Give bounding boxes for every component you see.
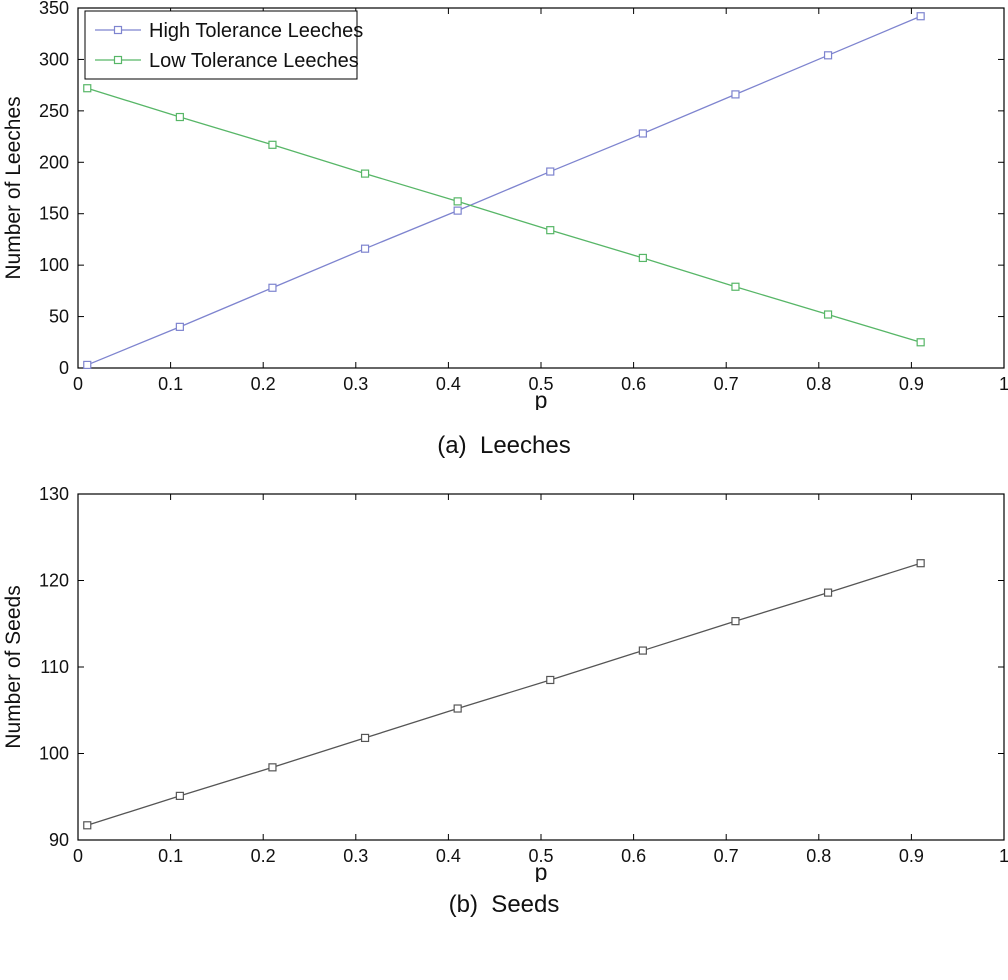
data-marker: [823, 588, 833, 597]
caption-a: (a) Leeches: [437, 432, 571, 459]
x-tick-label: 0.2: [251, 846, 276, 866]
x-tick-label: 0.6: [621, 846, 646, 866]
x-tick-label: 0.8: [806, 846, 831, 866]
y-tick-label: 0: [59, 358, 69, 378]
data-marker: [731, 282, 740, 291]
axis-box: [77, 493, 1005, 841]
data-marker: [453, 704, 462, 713]
x-axis-label: p: [535, 859, 548, 882]
y-tick-label: 100: [39, 744, 69, 764]
y-tick-label: 200: [39, 152, 69, 172]
two-panel-figure: 0 0.1 0.2 0.3 0.4 0.5 0.6 0.7 0.8 0.9 1 0 50 100 150 20…: [0, 0, 1008, 918]
y-tick-label: 50: [49, 307, 69, 327]
data-marker: [83, 360, 92, 370]
y-tick-label: 120: [39, 571, 69, 591]
x-tick-label: 0: [73, 846, 83, 866]
x-tick-label: 1: [999, 374, 1008, 394]
x-tick-label: 0.6: [621, 374, 646, 394]
leeches-chart-panel: 0 0.1 0.2 0.3 0.4 0.5 0.6 0.7 0.8 0.9 1 0 50 100 150 20…: [0, 0, 1008, 410]
data-marker: [731, 90, 740, 99]
series-line-high-tolerance-leeches: [87, 15, 921, 366]
data-marker: [175, 112, 184, 122]
x-tick-label: 0.4: [436, 846, 461, 866]
data-marker: [638, 646, 647, 655]
x-tick-label: 0.9: [899, 374, 924, 394]
caption-b: (b) Seeds: [448, 891, 560, 918]
data-marker: [546, 167, 555, 176]
data-marker: [916, 559, 925, 568]
data-marker: [453, 206, 462, 215]
leeches-chart: 0 0.1 0.2 0.3 0.4 0.5 0.6 0.7 0.8 0.9 1 0 50 100 150 20…: [2, 0, 1008, 410]
y-tick-label: 130: [39, 484, 69, 504]
data-marker: [360, 244, 370, 253]
x-axis-label: p: [535, 387, 548, 410]
y-tick-label: 350: [39, 0, 69, 18]
data-marker: [268, 140, 277, 149]
x-tick-label: 0.3: [343, 846, 368, 866]
data-marker: [360, 733, 370, 743]
data-marker: [360, 169, 370, 178]
legend-label: High Tolerance Leeches: [149, 20, 363, 42]
x-tick-label: 0.5: [528, 846, 553, 866]
data-marker: [823, 51, 833, 60]
x-tick-label: 0.2: [251, 374, 276, 394]
legend-box: [84, 10, 358, 80]
data-marker: [268, 763, 277, 772]
y-tick-label: 100: [39, 255, 69, 275]
data-marker: [638, 129, 647, 138]
data-marker: [546, 675, 555, 685]
data-marker: [175, 322, 184, 331]
series-line-seeds: [87, 562, 921, 826]
legend-label: Low Tolerance Leeches: [149, 50, 359, 72]
data-marker: [916, 12, 925, 21]
data-marker: [83, 821, 92, 830]
data-marker: [731, 617, 740, 626]
data-marker: [453, 197, 462, 206]
x-tick-label: 0.9: [899, 846, 924, 866]
x-tick-label: 1: [999, 846, 1008, 866]
x-tick-label: 0.3: [343, 374, 368, 394]
y-tick-label: 150: [39, 204, 69, 224]
legend-marker: [113, 55, 123, 65]
data-marker: [268, 283, 277, 292]
data-marker: [916, 338, 925, 347]
series-line-low-tolerance-leeches: [87, 87, 921, 343]
x-tick-label: 0.8: [806, 374, 831, 394]
y-axis-label: Number of Leeches: [2, 96, 25, 279]
x-tick-label: 0.1: [158, 374, 183, 394]
seeds-chart-panel: 0 0.1 0.2 0.3 0.4 0.5 0.6 0.7 0.8 0.9 1 90 100 110 120…: [0, 482, 1008, 882]
x-tick-label: 0.5: [528, 374, 553, 394]
legend-marker: [113, 25, 123, 35]
seeds-chart: 0 0.1 0.2 0.3 0.4 0.5 0.6 0.7 0.8 0.9 1 90 100 110 120…: [2, 484, 1008, 882]
data-marker: [638, 253, 647, 263]
y-tick-label: 250: [39, 101, 69, 121]
data-marker: [83, 84, 92, 93]
y-tick-label: 300: [39, 49, 69, 69]
x-tick-label: 0.7: [714, 374, 739, 394]
x-tick-label: 0.4: [436, 374, 461, 394]
y-axis-label: Number of Seeds: [2, 585, 25, 748]
data-marker: [546, 226, 555, 235]
x-tick-label: 0.7: [714, 846, 739, 866]
data-marker: [823, 310, 833, 319]
data-marker: [175, 791, 184, 800]
y-tick-label: 90: [49, 830, 69, 850]
x-tick-label: 0.1: [158, 846, 183, 866]
y-tick-label: 110: [40, 657, 69, 677]
x-tick-label: 0: [73, 374, 83, 394]
